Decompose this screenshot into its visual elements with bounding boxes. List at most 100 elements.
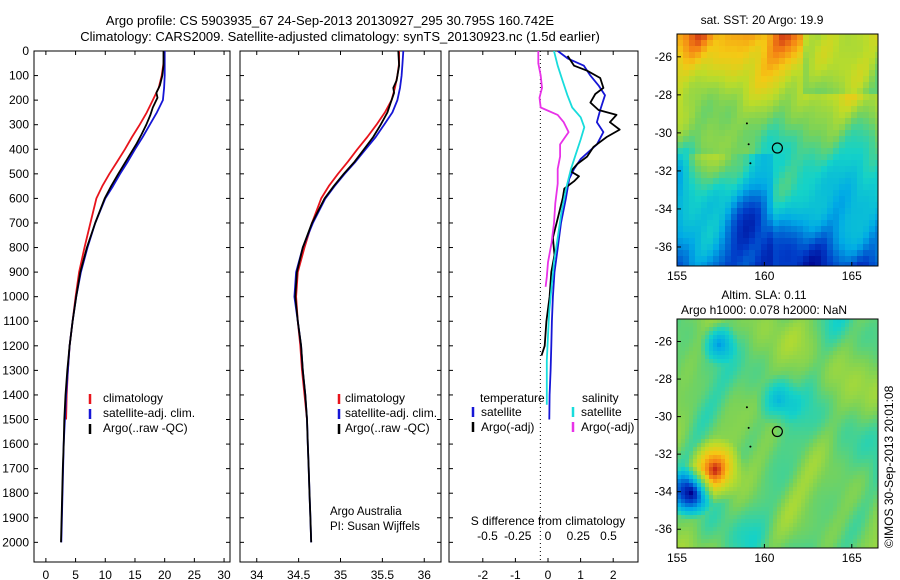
sla-map: 155 160 165 -26 -28 -30 -32 -34 -36 <box>655 318 879 565</box>
x-tick-label: 155 <box>667 551 687 565</box>
track-dot <box>745 122 748 125</box>
y-tick-label: 1300 <box>2 363 29 377</box>
sst-map-title: sat. SST: 20 Argo: 19.9 <box>701 13 824 27</box>
x-tick-label: 155 <box>667 269 687 283</box>
y-tick-label: 2000 <box>2 535 29 549</box>
legend-label-s-argo: Argo(-adj) <box>581 420 634 434</box>
y-tick-label: -30 <box>655 410 673 424</box>
x-tick-label: 0 <box>43 568 50 580</box>
legend-label-argo: Argo(..raw -QC) <box>103 421 188 435</box>
x-tick-label: 160 <box>754 269 774 283</box>
s-difference-label: S difference from climatology <box>471 514 626 528</box>
series-line-temperature-argo-adj- <box>540 55 621 356</box>
sst-map: 155 160 165 -26 -28 -30 -32 -34 -36 <box>655 33 879 283</box>
x-tick-label: 0.5 <box>600 529 617 543</box>
y-tick-label: -28 <box>655 372 673 386</box>
legend-label-climatology: climatology <box>103 391 163 405</box>
salinity-legend: climatology satellite-adj. clim. Argo(..… <box>337 391 437 435</box>
sla-map-title-line2: Argo h1000: 0.078 h2000: NaN <box>681 303 847 317</box>
y-tick-label: 1900 <box>2 511 29 525</box>
x-tick-label: 25 <box>188 568 202 580</box>
y-tick-label: 1800 <box>2 486 29 500</box>
map-frame <box>676 33 879 267</box>
temperature-legend: climatology satellite-adj. clim. Argo(..… <box>88 391 195 435</box>
x-tick-label: 30 <box>217 568 231 580</box>
credit-line1: Argo Australia <box>330 506 402 518</box>
y-tick-label: 1700 <box>2 462 29 476</box>
y-tick-label: 600 <box>9 191 29 205</box>
y-tick-label: -36 <box>655 240 673 254</box>
legend-label-climatology: climatology <box>345 391 405 405</box>
y-tick-label: 300 <box>9 118 29 132</box>
y-tick-label: 1500 <box>2 413 29 427</box>
figure-title-line1: Argo profile: CS 5903935_67 24-Sep-2013 … <box>106 13 554 28</box>
x-tick-label: 5 <box>72 568 79 580</box>
y-tick-label: 0 <box>22 44 29 58</box>
x-tick-label: 35.5 <box>371 568 395 580</box>
map-image <box>677 319 878 548</box>
y-tick-label: 1200 <box>2 339 29 353</box>
x-tick-label: 20 <box>158 568 172 580</box>
argo-position-marker <box>771 142 783 154</box>
series-line-argo-raw-qc- <box>294 51 401 543</box>
y-tick-label: 1000 <box>2 290 29 304</box>
x-tick-label: 1 <box>577 568 584 580</box>
x-tick-label: 34.5 <box>287 568 311 580</box>
series-line-salinity-argo-adj- <box>537 51 570 287</box>
legend-label-argo: Argo(..raw -QC) <box>345 421 430 435</box>
legend-title-temperature: temperature <box>480 391 545 405</box>
y-tick-label: -34 <box>655 202 673 216</box>
track-dot <box>747 426 750 429</box>
legend-label-t-satellite: satellite <box>481 405 522 419</box>
y-tick-label: -32 <box>655 447 673 461</box>
y-tick-label: 900 <box>9 265 29 279</box>
y-tick-label: 800 <box>9 241 29 255</box>
map-frame <box>676 318 879 549</box>
x-tick-label: -2 <box>477 568 488 580</box>
x-tick-label: 0 <box>545 529 552 543</box>
figure-title-line2: Climatology: CARS2009. Satellite-adjuste… <box>80 29 600 44</box>
temperature-panel: 0100200300400500600700800900100011001200… <box>2 44 231 580</box>
track-dot <box>749 445 752 448</box>
y-tick-label: 200 <box>9 93 29 107</box>
y-tick-label: 1600 <box>2 437 29 451</box>
x-tick-label: 15 <box>128 568 142 580</box>
series-line-argo-raw-qc- <box>60 51 165 543</box>
x-tick-label: 0 <box>545 568 552 580</box>
y-tick-label: 700 <box>9 216 29 230</box>
x-tick-label: 2 <box>610 568 617 580</box>
y-tick-label: 1100 <box>3 314 29 328</box>
legend-title-salinity: salinity <box>582 391 619 405</box>
x-tick-label: 35 <box>334 568 348 580</box>
map-image <box>677 34 878 266</box>
legend-label-satellite: satellite-adj. clim. <box>103 406 195 420</box>
track-dot <box>749 162 752 165</box>
plot-frame <box>239 50 442 563</box>
y-tick-label: 100 <box>9 69 29 83</box>
y-tick-label: 400 <box>9 142 29 156</box>
legend-label-t-argo: Argo(-adj) <box>481 420 534 434</box>
y-tick-label: -30 <box>655 126 673 140</box>
y-tick-label: -26 <box>655 50 673 64</box>
argo-position-marker <box>771 425 783 438</box>
series-line-salinity-satellite <box>545 51 586 405</box>
imos-timestamp: ©IMOS 30-Sep-2013 20:01:08 <box>882 385 896 548</box>
credit-line2: PI: Susan Wijffels <box>330 521 420 533</box>
x-tick-label: 165 <box>842 269 862 283</box>
x-tick-label: 0.25 <box>567 529 591 543</box>
x-tick-label: -1 <box>510 568 521 580</box>
y-tick-label: -36 <box>655 522 673 536</box>
legend-label-s-satellite: satellite <box>581 405 622 419</box>
legend-label-satellite: satellite-adj. clim. <box>345 406 437 420</box>
track-dot <box>747 143 750 146</box>
x-tick-label: 34 <box>250 568 264 580</box>
y-tick-label: -26 <box>655 335 673 349</box>
x-tick-label: 36 <box>418 568 432 580</box>
y-tick-label: -34 <box>655 485 673 499</box>
track-dot <box>745 406 748 409</box>
difference-legend: temperature salinity satellite satellite… <box>471 391 634 434</box>
y-tick-label: -32 <box>655 164 673 178</box>
